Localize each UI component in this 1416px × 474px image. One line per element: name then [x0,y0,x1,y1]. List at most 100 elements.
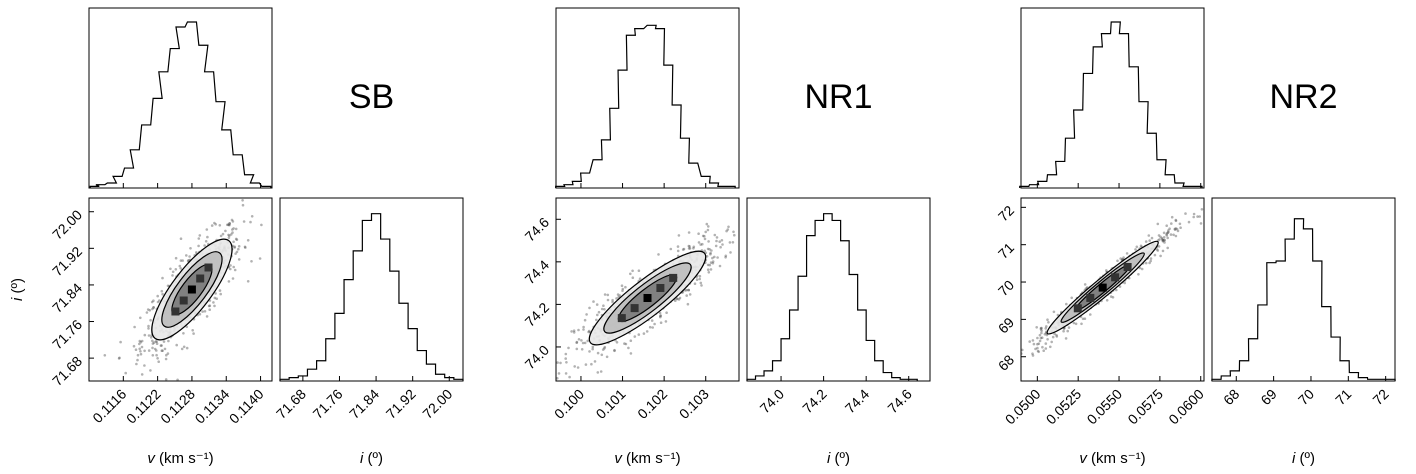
sample-point [1178,222,1182,226]
x-axis-label: v (km s⁻¹) [614,450,680,467]
sample-point [1167,229,1170,232]
sample-point [1159,254,1162,258]
sample-point [1123,281,1126,285]
sample-point [1040,336,1044,340]
sample-point [1121,257,1124,261]
sample-point [585,313,588,316]
sample-point [207,304,211,308]
sample-point [725,229,728,233]
sample-point [197,237,201,240]
sample-point [181,259,184,262]
sample-point [241,203,245,207]
sample-point [595,318,598,322]
sample-point [1165,224,1168,227]
sample-point [157,360,160,364]
sample-point [653,322,656,326]
sample-point [611,298,614,302]
sample-point [1041,345,1044,349]
sample-point [659,314,662,317]
sample-point [205,315,209,318]
sample-point [1034,347,1037,351]
sample-point [1166,246,1169,250]
sample-point [227,233,230,237]
sample-point [687,244,691,248]
sample-point [140,373,144,376]
sample-point [227,223,230,227]
sample-point [1158,238,1161,241]
sample-point [677,298,681,301]
density-cell [204,263,213,272]
sample-point [179,259,183,262]
sample-point [587,330,590,334]
sample-point [676,245,680,248]
corner-plot-sb: SB0.11160.11220.11280.11340.114071.6871.… [9,7,464,467]
sample-point [592,300,595,303]
sample-point [603,347,606,350]
sample-point [178,264,182,268]
sample-point [1016,342,1019,345]
sample-point [103,354,107,357]
sample-point [601,348,605,351]
sample-point [1111,296,1115,299]
sample-point [1156,249,1160,252]
sample-point [244,246,247,249]
sample-point [227,280,231,283]
sample-point [543,394,546,397]
x-tick-label: 0.0525 [1043,386,1085,428]
sample-point [708,248,711,251]
side-tick-label: 72.00 [419,386,455,422]
sample-point [161,292,164,296]
sample-point [198,312,202,316]
sample-point [139,316,142,320]
corner-panels: SB0.11160.11220.11280.11340.114071.6871.… [9,7,1396,467]
sample-point [237,245,241,248]
sample-point [559,361,562,365]
sample-point [707,271,711,274]
x-axis-label: v (km s⁻¹) [147,450,213,467]
sample-point [627,346,630,350]
joint-scatter [543,222,736,397]
side-axis-label: i (º) [360,450,383,467]
sample-point [727,225,730,229]
sample-point [685,294,688,297]
sample-point [620,284,624,288]
sample-point [1036,346,1039,350]
x-tick-label: 0.102 [634,386,670,422]
sample-point [711,261,715,265]
sample-point [1149,259,1152,263]
sample-point [149,369,152,372]
sample-point [203,244,206,247]
side-hist-frame [746,197,931,382]
sample-point [1072,321,1076,325]
sample-point [1064,337,1068,340]
sample-point [721,243,724,246]
sample-point [152,299,155,303]
side-tick-label: 71.68 [273,386,309,422]
sample-point [1032,342,1036,346]
sample-point [1045,325,1048,328]
joint-scatter [103,199,263,381]
sample-point [235,238,239,241]
density-cell [1086,293,1095,302]
side-tick-label: 68 [1220,386,1242,408]
sample-point [1040,326,1043,330]
side-tick-label: 74.4 [842,386,873,417]
sample-point [1039,336,1043,340]
sample-point [147,327,150,330]
sample-point [678,296,682,300]
x-tick-label: 0.1116 [89,386,129,426]
sample-point [231,277,235,280]
y-axis-label: i (º) [9,278,26,301]
sample-point [203,310,207,313]
sample-point [1043,332,1047,336]
sample-point [1176,229,1180,233]
side-axis-label: i (º) [827,450,850,467]
sample-point [659,315,662,319]
sample-point [1046,338,1049,341]
sample-point [1005,374,1008,377]
sample-point [1161,238,1165,242]
x-axis-label: v (km s⁻¹) [1079,450,1145,467]
sample-point [1067,326,1071,329]
sample-point [692,247,695,250]
sample-point [164,378,168,381]
